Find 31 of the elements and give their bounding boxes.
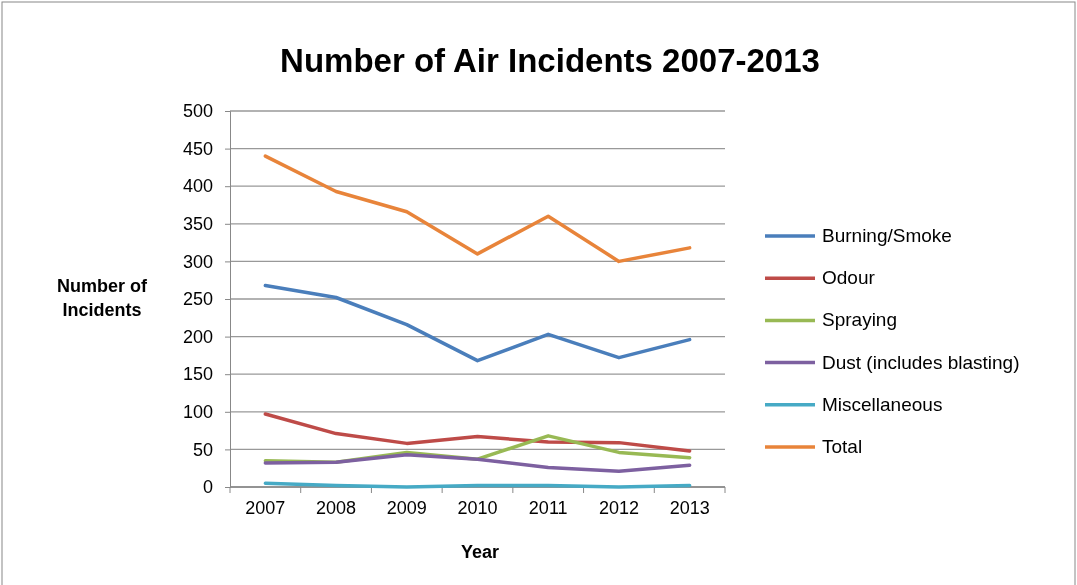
y-tick-label: 150 xyxy=(182,364,213,385)
y-tick-label: 400 xyxy=(182,176,213,197)
x-tick-label: 2009 xyxy=(386,497,427,518)
x-axis-title: Year xyxy=(460,542,500,562)
y-tick-label: 0 xyxy=(202,477,213,498)
y-tick-label: 300 xyxy=(182,251,213,272)
legend-label: Burning/Smoke xyxy=(822,225,952,246)
legend-label: Odour xyxy=(822,267,876,289)
line-series xyxy=(263,452,692,473)
chart-title: Number of Air Incidents 2007-2013 xyxy=(280,42,820,79)
y-tick-label: 450 xyxy=(182,138,213,159)
legend-label: Spraying xyxy=(822,309,897,331)
legend-label: Dust (includes blasting) xyxy=(822,351,1020,373)
y-tick-label: 350 xyxy=(182,214,213,235)
y-axis-title: Number of Incidents xyxy=(57,276,149,320)
x-tick-label: 2011 xyxy=(528,497,568,518)
y-tick-label: 50 xyxy=(192,439,213,460)
x-tick-label: 2012 xyxy=(598,497,639,518)
x-tick-label: 2008 xyxy=(316,497,357,518)
line-series xyxy=(263,154,692,264)
x-tick-label: 2010 xyxy=(457,497,498,518)
y-tick-label: 500 xyxy=(182,101,213,122)
x-tick-label: 2013 xyxy=(669,497,710,518)
line-series xyxy=(263,283,692,363)
legend-label: Miscellaneous xyxy=(822,393,943,415)
line-series xyxy=(263,412,692,453)
legend-label: Total xyxy=(822,436,863,457)
x-tick-label: 2007 xyxy=(245,497,286,518)
y-tick-label: 200 xyxy=(182,326,213,347)
y-tick-label: 100 xyxy=(182,402,213,423)
y-tick-label: 250 xyxy=(182,289,213,310)
